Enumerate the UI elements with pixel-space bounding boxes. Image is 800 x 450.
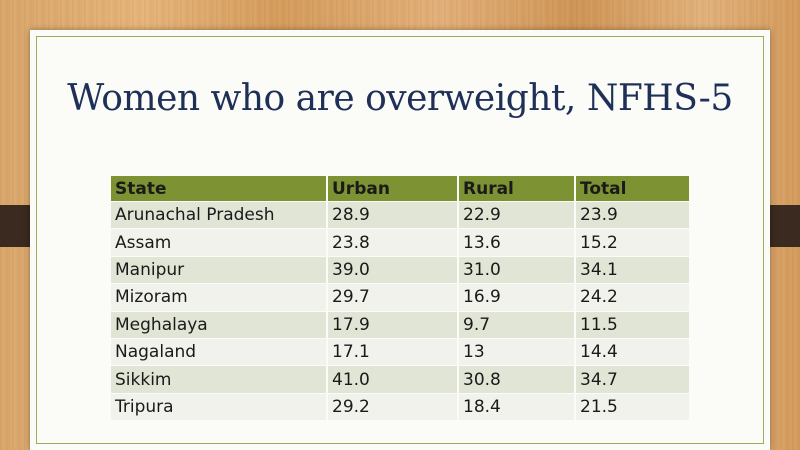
table-row: Sikkim 41.0 30.8 34.7 [111, 365, 689, 394]
table-row: Meghalaya 17.9 9.7 11.5 [111, 310, 689, 339]
table-cell-state: Arunachal Pradesh [111, 200, 328, 229]
table-cell-state: Assam [111, 228, 328, 257]
slide-title: Women who are overweight, NFHS-5 [67, 78, 733, 119]
column-header-urban: Urban [327, 176, 459, 202]
table-cell-total: 34.7 [575, 365, 689, 394]
table-cell-state: Sikkim [111, 365, 328, 394]
slide-frame [36, 36, 764, 444]
column-header-rural: Rural [458, 176, 576, 202]
table-cell-rural: 13.6 [458, 228, 576, 257]
table-cell-state: Mizoram [111, 283, 328, 312]
table-cell-state: Manipur [111, 255, 328, 284]
table-row: Assam 23.8 13.6 15.2 [111, 228, 689, 257]
table-row: Mizoram 29.7 16.9 24.2 [111, 283, 689, 312]
table-cell-urban: 29.2 [327, 392, 459, 421]
table-cell-total: 24.2 [575, 283, 689, 312]
table-cell-urban: 41.0 [327, 365, 459, 394]
table-cell-urban: 17.9 [327, 310, 459, 339]
table-cell-rural: 9.7 [458, 310, 576, 339]
table-row: Nagaland 17.1 13 14.4 [111, 337, 689, 366]
table-body: Arunachal Pradesh 28.9 22.9 23.9 Assam 23.8 13… [111, 200, 689, 421]
table-cell-urban: 17.1 [327, 337, 459, 366]
table-row: Manipur 39.0 31.0 34.1 [111, 255, 689, 284]
table-cell-urban: 23.8 [327, 228, 459, 257]
table-cell-total: 14.4 [575, 337, 689, 366]
table-cell-total: 34.1 [575, 255, 689, 284]
table-row: Tripura 29.2 18.4 21.5 [111, 392, 689, 421]
table-cell-rural: 22.9 [458, 200, 576, 229]
table-cell-total: 11.5 [575, 310, 689, 339]
table-cell-rural: 13 [458, 337, 576, 366]
table-cell-total: 15.2 [575, 228, 689, 257]
data-table: State Urban Rural Total Arunachal Pradesh 28… [111, 176, 689, 421]
table-row: Arunachal Pradesh 28.9 22.9 23.9 [111, 200, 689, 229]
table-cell-state: Meghalaya [111, 310, 328, 339]
table-cell-total: 21.5 [575, 392, 689, 421]
table-cell-rural: 16.9 [458, 283, 576, 312]
table-cell-urban: 39.0 [327, 255, 459, 284]
table-cell-state: Nagaland [111, 337, 328, 366]
table-cell-urban: 29.7 [327, 283, 459, 312]
column-header-total: Total [575, 176, 689, 202]
table-cell-rural: 18.4 [458, 392, 576, 421]
table-cell-state: Tripura [111, 392, 328, 421]
table-cell-rural: 30.8 [458, 365, 576, 394]
table-header-row: State Urban Rural Total [111, 176, 689, 202]
table-cell-total: 23.9 [575, 200, 689, 229]
column-header-state: State [111, 176, 328, 202]
table-cell-urban: 28.9 [327, 200, 459, 229]
table-cell-rural: 31.0 [458, 255, 576, 284]
